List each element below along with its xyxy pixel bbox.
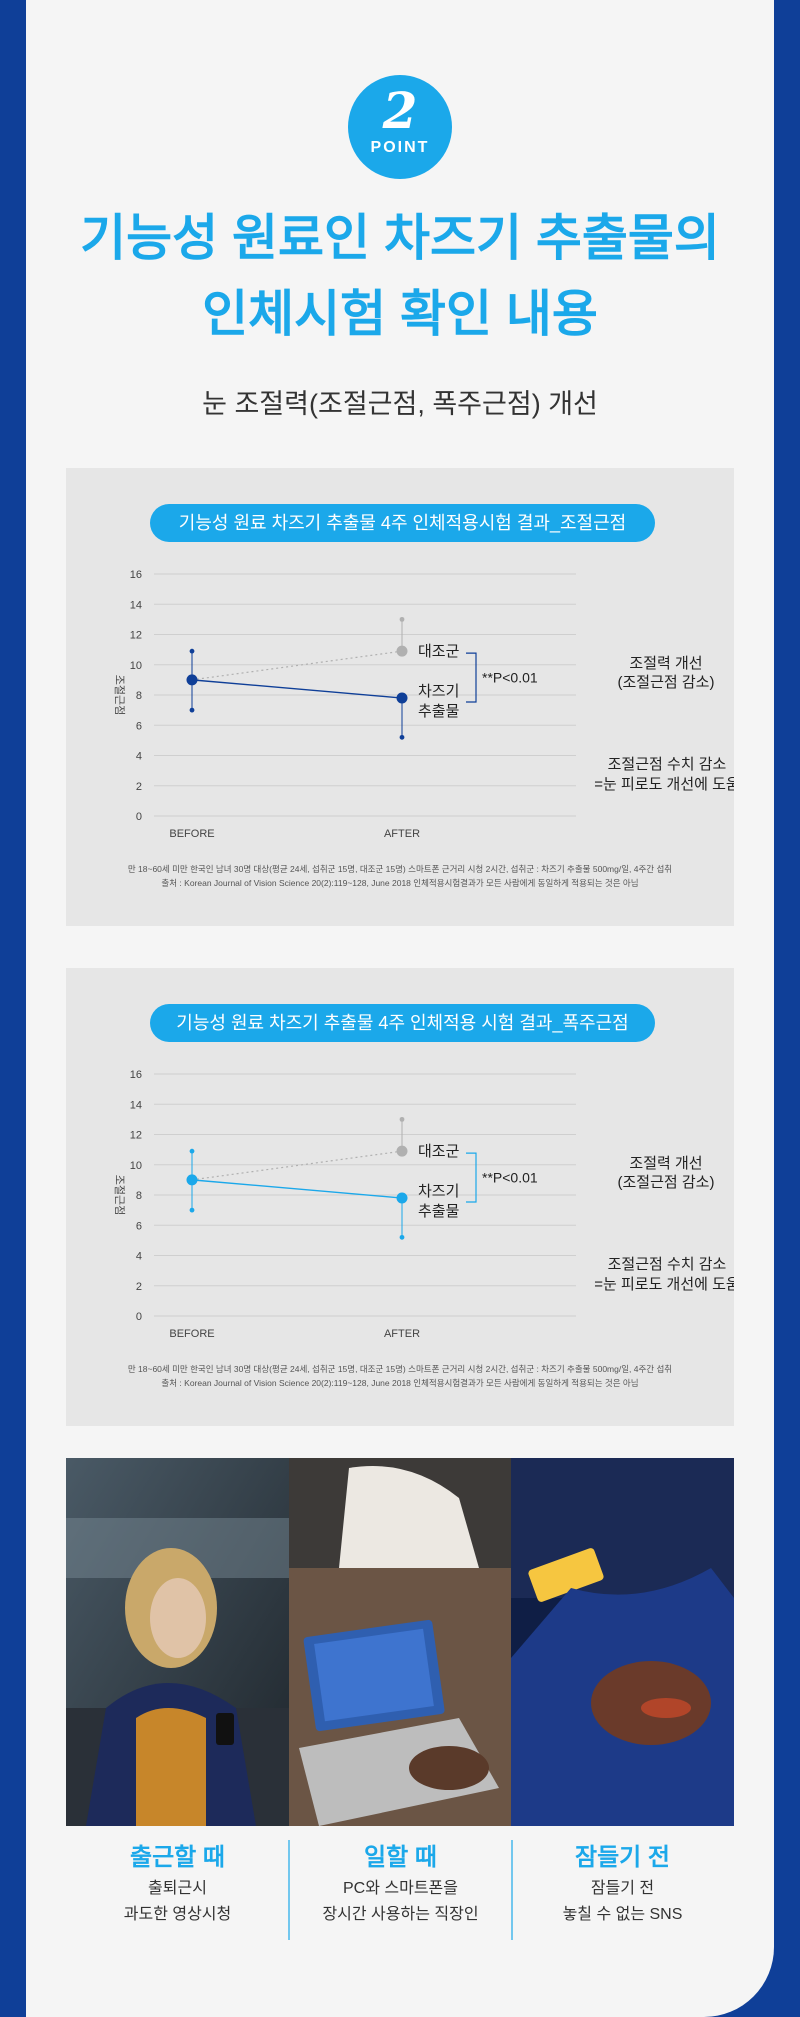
situation-title: 출근할 때 (130, 1844, 225, 1871)
title-line-1: 기능성 원료인 차즈기 추출물의 (80, 210, 720, 266)
y-tick-label: 16 (130, 569, 142, 581)
situation-line-2: 과도한 영상시청 (123, 1906, 232, 1923)
before-error-bar-cap (189, 1207, 195, 1213)
control-after-point (396, 645, 408, 657)
treatment-label-line-1: 차즈기 (418, 1183, 459, 1200)
x-tick-label: AFTER (384, 828, 420, 840)
office-laptop-photo (289, 1458, 512, 1826)
significance-bracket (466, 1152, 477, 1203)
y-tick-label: 8 (136, 690, 142, 702)
y-tick-label: 6 (136, 1220, 142, 1232)
situation-title: 잠들기 전 (575, 1844, 670, 1871)
treatment-series-line (191, 679, 403, 699)
chart-note: 만 18~60세 미만 한국인 남녀 30명 대상(평균 24세, 섭취군 15… (66, 862, 734, 890)
situation-title: 일할 때 (364, 1844, 437, 1871)
benefit-line-1: 조절근점 수치 감소 (608, 756, 727, 773)
improvement-line-1: 조절력 개선 (629, 655, 702, 672)
x-tick-label: BEFORE (169, 1328, 214, 1340)
situation-line-2: 장시간 사용하는 직장인 (322, 1906, 479, 1923)
situation-commute: 출근할 때 출퇴근시 과도한 영상시청 (66, 1840, 289, 1928)
benefit-line-1: 조절근점 수치 감소 (608, 1256, 727, 1273)
control-series-line (191, 650, 403, 681)
chart-note-line-1: 만 18~60세 미만 한국인 남녀 30명 대상(평균 24세, 섭취군 15… (127, 864, 673, 874)
y-tick-label: 10 (130, 1160, 142, 1172)
y-tick-label: 2 (136, 781, 142, 793)
before-error-bar-cap (189, 1148, 195, 1154)
control-series-line (191, 1150, 403, 1181)
situation-line-1: 출퇴근시 (148, 1880, 207, 1897)
y-tick-label: 4 (136, 751, 142, 763)
before-point (186, 1174, 198, 1186)
control-label: 대조군 (418, 1143, 460, 1160)
before-error-bar-cap (189, 648, 195, 654)
title-line-2: 인체시험 확인 내용 (202, 286, 598, 342)
chart-note-line-2: 출처 : Korean Journal of Vision Science 20… (161, 878, 639, 888)
control-after-error-bar-cap (399, 1116, 405, 1122)
treatment-after-error-bar-cap (399, 1234, 405, 1240)
y-tick-label: 0 (136, 811, 142, 823)
x-tick-label: BEFORE (169, 828, 214, 840)
chart-panel-1: 기능성 원료 차즈기 추출물 4주 인체적용시험 결과_조절근점 16 14 12 1… (66, 468, 734, 926)
x-tick-label: AFTER (384, 1328, 420, 1340)
treatment-after-point (396, 692, 408, 704)
y-tick-label: 0 (136, 1311, 142, 1323)
control-after-error-bar-cap (399, 616, 405, 622)
chart-panel-2: 기능성 원료 차즈기 추출물 4주 인체적용 시험 결과_폭주근점 16 14 12… (66, 968, 734, 1426)
y-tick-label: 12 (130, 1130, 142, 1142)
point-badge: 2 POINT (348, 75, 452, 179)
control-after-point (396, 1145, 408, 1157)
chart-note-line-2: 출처 : Korean Journal of Vision Science 20… (161, 1378, 639, 1388)
y-tick-label: 4 (136, 1251, 142, 1263)
y-tick-label: 2 (136, 1281, 142, 1293)
before-error-bar-cap (189, 707, 195, 713)
y-tick-label: 16 (130, 1069, 142, 1081)
y-tick-label: 14 (130, 599, 142, 611)
chart-note: 만 18~60세 미만 한국인 남녀 30명 대상(평균 24세, 섭취군 15… (66, 1362, 734, 1390)
phone-in-bed-photo (511, 1458, 734, 1826)
point-label: POINT (370, 139, 430, 156)
benefit-line-2: =눈 피로도 개선에 도움 (594, 776, 734, 793)
y-tick-label: 8 (136, 1190, 142, 1202)
before-point (186, 674, 198, 686)
significance-label: **P<0.01 (482, 1170, 538, 1186)
chart-title: 기능성 원료 차즈기 추출물 4주 인체적용 시험 결과_폭주근점 (150, 1004, 655, 1042)
significance-bracket (466, 652, 477, 703)
y-tick-label: 14 (130, 1099, 142, 1111)
improvement-line-2: (조절근점 감소) (618, 674, 715, 691)
y-tick-label: 10 (130, 660, 142, 672)
situation-line-2: 놓칠 수 없는 SNS (562, 1906, 683, 1923)
y-axis-label: 조절근점 (113, 1175, 126, 1215)
benefit-line-2: =눈 피로도 개선에 도움 (594, 1276, 734, 1293)
treatment-label-line-1: 차즈기 (418, 683, 459, 700)
page-title: 기능성 원료인 차즈기 추출물의 인체시험 확인 내용 (0, 200, 800, 352)
commuter-with-phone-photo (66, 1458, 289, 1826)
chart-title: 기능성 원료 차즈기 추출물 4주 인체적용시험 결과_조절근점 (150, 504, 655, 542)
situation-work: 일할 때 PC와 스마트폰을 장시간 사용하는 직장인 (289, 1840, 512, 1928)
point-number: 2 (382, 81, 418, 140)
control-label: 대조군 (418, 643, 460, 660)
treatment-label-line-2: 추출물 (418, 1203, 459, 1220)
situation-line-1: PC와 스마트폰을 (343, 1880, 458, 1897)
improvement-line-1: 조절력 개선 (629, 1155, 702, 1172)
treatment-label-line-2: 추출물 (418, 703, 459, 720)
page-subtitle: 눈 조절력(조절근점, 폭주근점) 개선 (202, 389, 598, 419)
treatment-after-error-bar-cap (399, 734, 405, 740)
treatment-after-point (396, 1192, 408, 1204)
situation-bedtime: 잠들기 전 잠들기 전 놓칠 수 없는 SNS (511, 1840, 734, 1928)
improvement-line-2: (조절근점 감소) (618, 1174, 715, 1191)
y-tick-label: 12 (130, 630, 142, 642)
chart-note-line-1: 만 18~60세 미만 한국인 남녀 30명 대상(평균 24세, 섭취군 15… (127, 1364, 673, 1374)
caption-divider (288, 1840, 290, 1940)
significance-label: **P<0.01 (482, 670, 538, 686)
treatment-series-line (191, 1179, 403, 1199)
y-axis-label: 조절근점 (113, 675, 126, 715)
caption-divider (511, 1840, 513, 1940)
situation-line-1: 잠들기 전 (590, 1880, 655, 1897)
y-tick-label: 6 (136, 720, 142, 732)
